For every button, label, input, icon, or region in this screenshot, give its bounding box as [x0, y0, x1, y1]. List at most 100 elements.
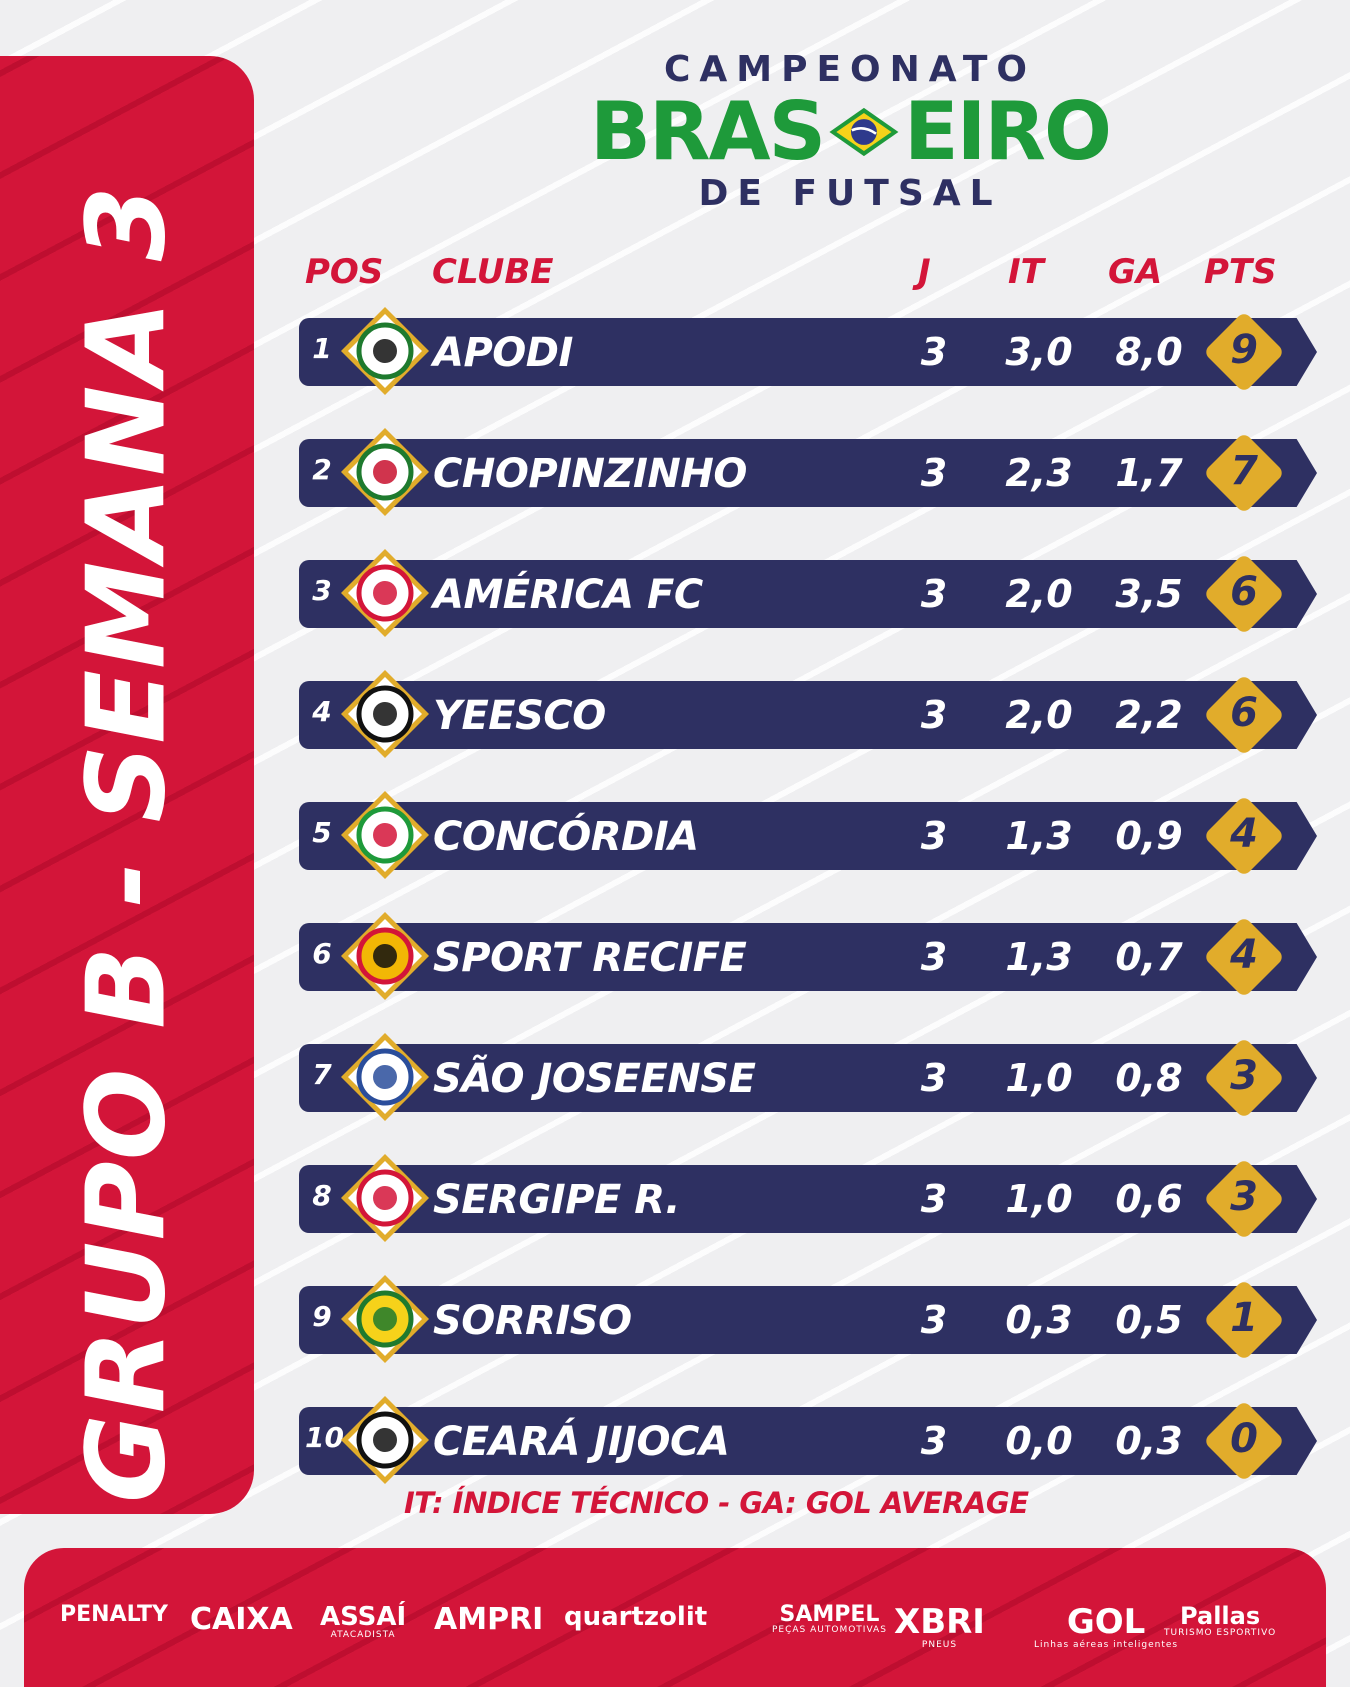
- row-games: 3: [920, 1177, 948, 1221]
- row-club-name: SERGIPE R.: [433, 1177, 680, 1223]
- row-bar: [299, 923, 1317, 991]
- row-goal-average: 0,9: [1115, 814, 1183, 858]
- row-points-badge: 0: [1199, 1396, 1289, 1486]
- row-bar: [299, 439, 1317, 507]
- row-points: 1: [1230, 1295, 1258, 1341]
- row-club-name: AMÉRICA FC: [433, 572, 703, 618]
- brazil-flag-icon: [829, 107, 899, 157]
- row-goal-average: 0,8: [1115, 1056, 1183, 1100]
- sponsor-subtitle: ATACADISTA: [330, 1630, 396, 1640]
- row-points-badge: 3: [1199, 1033, 1289, 1123]
- row-technical-index: 1,0: [1005, 1056, 1073, 1100]
- row-games: 3: [920, 1298, 948, 1342]
- sponsor-logo: CAIXA: [190, 1602, 293, 1637]
- table-row: 10 CEARÁ JIJOCA 3 0,0 0,3 0: [299, 1396, 1317, 1484]
- row-points-badge: 7: [1199, 428, 1289, 518]
- sao-joseense-crest-icon: [339, 1031, 431, 1123]
- row-games: 3: [920, 693, 948, 737]
- row-bar: [299, 318, 1317, 386]
- sponsor-logo: PENALTY: [60, 1602, 168, 1627]
- row-games: 3: [920, 814, 948, 858]
- legend: IT: ÍNDICE TÉCNICO - GA: GOL AVERAGE: [404, 1486, 1029, 1520]
- sorriso-crest-icon: [339, 1273, 431, 1365]
- sponsor-subtitle: Linhas aéreas inteligentes: [1034, 1640, 1179, 1650]
- sponsor-logo: XBRI PNEUS: [894, 1602, 985, 1650]
- row-points-badge: 4: [1199, 791, 1289, 881]
- row-bar: [299, 560, 1317, 628]
- row-goal-average: 0,3: [1115, 1419, 1183, 1463]
- row-games: 3: [920, 451, 948, 495]
- row-club-name: SÃO JOSEENSE: [433, 1056, 756, 1102]
- table-row: 5 CONCÓRDIA 3 1,3 0,9 4: [299, 791, 1317, 879]
- sponsor-name: ASSAÍ: [320, 1602, 407, 1632]
- row-goal-average: 2,2: [1115, 693, 1183, 737]
- header-clube: CLUBE: [432, 252, 554, 292]
- row-position: 4: [312, 695, 332, 728]
- row-games: 3: [920, 330, 948, 374]
- row-position: 6: [312, 937, 332, 970]
- logo-mid-left: BRAS: [590, 85, 826, 178]
- row-goal-average: 8,0: [1115, 330, 1183, 374]
- row-technical-index: 3,0: [1005, 330, 1073, 374]
- header-it: IT: [1008, 252, 1044, 292]
- side-title: GRUPO B - SEMANA 3: [64, 185, 190, 1503]
- row-goal-average: 0,7: [1115, 935, 1183, 979]
- row-bar: [299, 1407, 1317, 1475]
- row-points: 3: [1230, 1053, 1258, 1099]
- row-points: 6: [1230, 569, 1258, 615]
- row-points: 4: [1230, 811, 1258, 857]
- row-technical-index: 2,0: [1005, 572, 1073, 616]
- sponsor-logo: SAMPEL PEÇAS AUTOMOTIVAS: [772, 1602, 887, 1635]
- row-technical-index: 1,3: [1005, 935, 1073, 979]
- row-technical-index: 2,0: [1005, 693, 1073, 737]
- row-position: 5: [312, 816, 332, 849]
- row-points: 3: [1230, 1174, 1258, 1220]
- sponsor-name: Pallas: [1180, 1602, 1261, 1630]
- acel-crest-icon: [339, 426, 431, 518]
- row-games: 3: [920, 572, 948, 616]
- row-goal-average: 0,5: [1115, 1298, 1183, 1342]
- yeesco-crest-icon: [339, 668, 431, 760]
- sponsor-logo: GOL Linhas aéreas inteligentes: [1034, 1602, 1178, 1650]
- row-position: 1: [312, 332, 332, 365]
- sponsor-subtitle: TURISMO ESPORTIVO: [1164, 1628, 1277, 1638]
- row-points: 7: [1230, 448, 1258, 494]
- sponsor-name: SAMPEL: [779, 1602, 880, 1627]
- logo-top-text: CAMPEONATO: [663, 49, 1037, 90]
- row-position: 9: [312, 1300, 332, 1333]
- sponsor-logo: AMPRI: [434, 1602, 543, 1637]
- row-points-badge: 4: [1199, 912, 1289, 1002]
- row-bar: [299, 1286, 1317, 1354]
- sponsor-logo: ASSAÍ ATACADISTA: [320, 1602, 406, 1640]
- table-row: 8 SERGIPE R. 3 1,0 0,6 3: [299, 1154, 1317, 1242]
- row-games: 3: [920, 1419, 948, 1463]
- row-club-name: CHOPINZINHO: [433, 451, 747, 497]
- row-points: 9: [1230, 327, 1258, 373]
- row-technical-index: 0,0: [1005, 1419, 1073, 1463]
- row-bar: [299, 681, 1317, 749]
- table-row: 2 CHOPINZINHO 3 2,3 1,7 7: [299, 428, 1317, 516]
- sponsor-name: AMPRI: [434, 1602, 544, 1637]
- ceara-crest-icon: [339, 1394, 431, 1486]
- table-row: 6 SPORT RECIFE 3 1,3 0,7 4: [299, 912, 1317, 1000]
- row-club-name: CONCÓRDIA: [433, 814, 699, 860]
- table-row: 7 SÃO JOSEENSE 3 1,0 0,8 3: [299, 1033, 1317, 1121]
- row-points-badge: 6: [1199, 549, 1289, 639]
- row-games: 3: [920, 935, 948, 979]
- sponsor-logo: Pallas TURISMO ESPORTIVO: [1164, 1602, 1276, 1638]
- concordia-crest-icon: [339, 789, 431, 881]
- row-points: 6: [1230, 690, 1258, 736]
- row-technical-index: 1,3: [1005, 814, 1073, 858]
- row-points-badge: 6: [1199, 670, 1289, 760]
- row-points-badge: 9: [1199, 307, 1289, 397]
- row-goal-average: 0,6: [1115, 1177, 1183, 1221]
- table-row: 4 YEESCO 3 2,0 2,2 6: [299, 670, 1317, 758]
- apodi-crest-icon: [339, 305, 431, 397]
- table-row: 1 APODI 3 3,0 8,0 9: [299, 307, 1317, 395]
- side-panel: GRUPO B - SEMANA 3: [0, 56, 254, 1514]
- sponsor-subtitle: PNEUS: [921, 1640, 958, 1650]
- sponsor-name: quartzolit: [564, 1602, 708, 1632]
- sponsor-logo: quartzolit: [564, 1602, 707, 1632]
- row-position: 8: [312, 1179, 332, 1212]
- sport-crest-icon: [339, 910, 431, 1002]
